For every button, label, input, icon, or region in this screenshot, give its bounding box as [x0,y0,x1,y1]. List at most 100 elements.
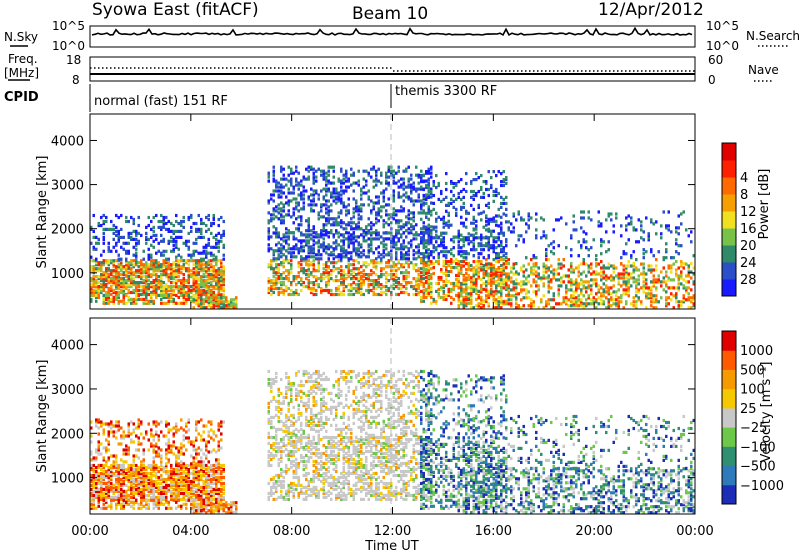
echo-cell [470,300,473,304]
echo-cell [550,286,553,290]
echo-cell [117,479,120,484]
echo-cell [370,233,373,237]
echo-cell [132,288,135,293]
echo-cell [527,226,530,230]
echo-cell [487,289,490,293]
echo-cell [460,268,463,272]
echo-cell [177,261,180,265]
echo-cell [115,506,118,510]
echo-cell [360,275,363,279]
echo-cell [372,265,375,269]
echo-cell [477,244,480,248]
echo-cell [487,201,490,205]
echo-cell [167,299,170,303]
echo-cell [477,276,480,280]
echo-cell [392,269,395,273]
echo-cell [172,273,175,277]
echo-cell [385,243,388,247]
echo-cell [347,237,350,241]
echo-cell [172,285,175,289]
echo-cell [525,268,528,272]
echo-cell [580,292,583,296]
echo-cell [415,288,418,293]
echo-cell [675,238,678,242]
echo-cell [130,269,133,273]
echo-cell [157,265,160,269]
echo-cell [400,251,403,255]
echo-cell [185,243,188,247]
echo-cell [220,298,223,302]
echo-cell [135,269,138,273]
echo-cell [205,269,208,273]
echo-cell [90,467,93,472]
echo-cell [365,183,368,187]
echo-cell [462,300,465,304]
echo-cell [397,277,400,281]
echo-cell [135,237,138,241]
echo-cell [197,302,200,306]
echo-cell [292,191,295,195]
echo-cell [272,253,275,257]
echo-cell [352,233,355,237]
echo-cell [590,302,593,306]
echo-cell [417,277,420,281]
echo-cell [672,256,675,260]
echo-cell [137,285,140,289]
echo-cell [652,268,655,272]
echo-cell [282,261,285,265]
echo-cell [367,231,370,235]
echo-cell [477,260,480,264]
echo-cell [177,235,180,239]
echo-cell [347,221,350,225]
echo-cell [350,283,353,287]
echo-cell [402,285,405,289]
echo-cell [557,302,560,306]
echo-cell [622,264,625,268]
echo-cell [367,195,370,199]
echo-cell [92,485,95,489]
echo-cell [397,261,400,265]
echo-cell [370,231,373,235]
echo-cell [160,225,163,229]
echo-cell [500,172,503,176]
echo-cell [402,181,405,185]
echo-cell [180,288,183,293]
echo-cell [642,266,645,270]
echo-cell [202,288,205,293]
echo-cell [185,239,188,243]
echo-cell [152,269,155,273]
echo-cell [407,253,410,257]
echo-cell [582,210,585,214]
echo-cell [465,276,468,280]
echo-cell [675,242,678,246]
echo-cell [202,275,205,279]
echo-cell [330,288,333,293]
echo-cell [420,169,423,173]
echo-cell [175,301,178,305]
echo-cell [112,471,115,476]
echo-cell [442,221,445,225]
echo-cell [375,213,378,217]
echo-cell [222,257,225,261]
echo-cell [122,301,125,305]
echo-cell [480,252,483,256]
echo-cell [475,297,478,301]
echo-cell [420,279,423,284]
echo-cell [555,272,558,276]
echo-cell [430,189,433,194]
echo-cell [342,203,345,207]
echo-cell [135,255,138,259]
echo-cell [337,267,340,271]
echo-cell [505,201,508,205]
echo-cell [437,254,440,258]
echo-cell [205,279,208,283]
echo-cell [312,263,315,267]
echo-cell [425,245,428,249]
echo-cell [187,273,190,277]
echo-cell [440,199,443,203]
echo-cell [130,285,133,289]
echo-cell [287,213,290,217]
echo-cell [422,235,425,239]
echo-cell [457,277,460,282]
echo-cell [155,265,158,269]
